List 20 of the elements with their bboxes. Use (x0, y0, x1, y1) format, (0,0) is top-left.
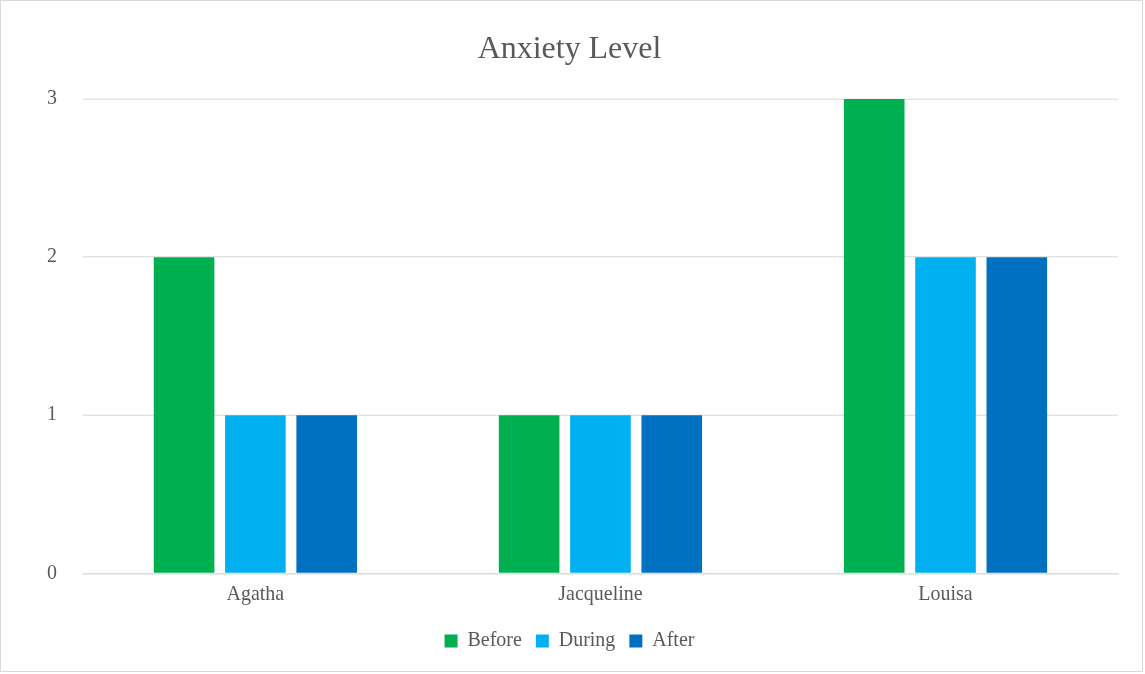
bar (986, 257, 1048, 573)
chart-title: Anxiety Level (477, 30, 662, 66)
x-tick-label: Louisa (918, 582, 973, 605)
legend-label: During (558, 628, 616, 652)
legend-label: After (652, 628, 695, 651)
bar (843, 99, 905, 573)
bar (641, 415, 703, 573)
bar (498, 415, 560, 573)
bar (296, 415, 358, 573)
y-tick-label: 3 (46, 86, 57, 109)
legend-label: Before (467, 628, 522, 651)
bar (915, 257, 976, 573)
x-tick-label: Jacqueline (558, 582, 643, 606)
bar (225, 415, 286, 573)
y-tick-label: 2 (46, 244, 57, 267)
x-tick-label: Agatha (226, 582, 285, 606)
y-tick-label: 1 (46, 402, 57, 425)
y-tick-label: 0 (46, 560, 57, 583)
bar (153, 257, 215, 573)
bar (570, 415, 631, 573)
